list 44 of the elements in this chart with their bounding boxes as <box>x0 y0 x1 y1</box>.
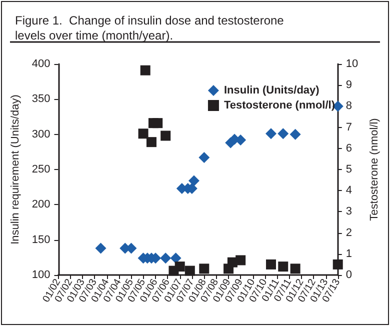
point <box>266 259 276 270</box>
y-tick-label: 200 <box>32 198 50 211</box>
point <box>170 252 182 264</box>
point <box>95 242 106 254</box>
point <box>174 262 185 272</box>
y2-tick-label: 6 <box>346 142 352 154</box>
y-tick-label: 250 <box>32 164 50 176</box>
y-tick-label: 300 <box>32 128 50 140</box>
point <box>140 65 150 76</box>
point <box>184 266 195 276</box>
y2-tick-label: 7 <box>346 121 352 134</box>
point <box>160 252 172 264</box>
y-tick-label: 100 <box>32 269 50 281</box>
y2-tick-label: 10 <box>346 58 358 70</box>
legend-label: Testosterone (nmol/l) <box>224 100 336 112</box>
point <box>266 128 277 140</box>
legend-label: Insulin (Units/day) <box>224 84 320 96</box>
point <box>152 118 163 128</box>
chart-title: Figure 1. Change of insulin dose and testosterone levels over time (month/year). <box>15 14 288 42</box>
point <box>138 128 148 139</box>
y-axis-title: Insulin requirement (Units/day) <box>10 94 22 244</box>
point <box>146 137 156 148</box>
point <box>278 262 288 272</box>
point <box>198 152 210 164</box>
y2-tick-label: 4 <box>346 184 352 197</box>
y2-axis-title: Testosterone (nmol/l) <box>368 118 380 221</box>
point <box>160 130 171 141</box>
y2-tick-label: 1 <box>346 248 352 260</box>
y2-tick-label: 0 <box>346 269 352 281</box>
y2-tick-label: 8 <box>346 100 352 112</box>
point <box>290 264 300 274</box>
y2-tick-label: 2 <box>346 226 352 239</box>
point <box>188 175 200 186</box>
y2-tick-label: 9 <box>346 79 352 92</box>
y-tick-label: 400 <box>32 58 50 70</box>
point <box>290 128 301 140</box>
point <box>199 264 210 274</box>
y-tick-label: 350 <box>32 93 50 106</box>
y-tick-label: 150 <box>32 234 50 246</box>
y2-tick-label: 3 <box>346 206 352 218</box>
point <box>332 259 343 270</box>
point <box>236 255 246 266</box>
point <box>278 128 289 140</box>
y2-tick-label: 5 <box>346 164 352 176</box>
